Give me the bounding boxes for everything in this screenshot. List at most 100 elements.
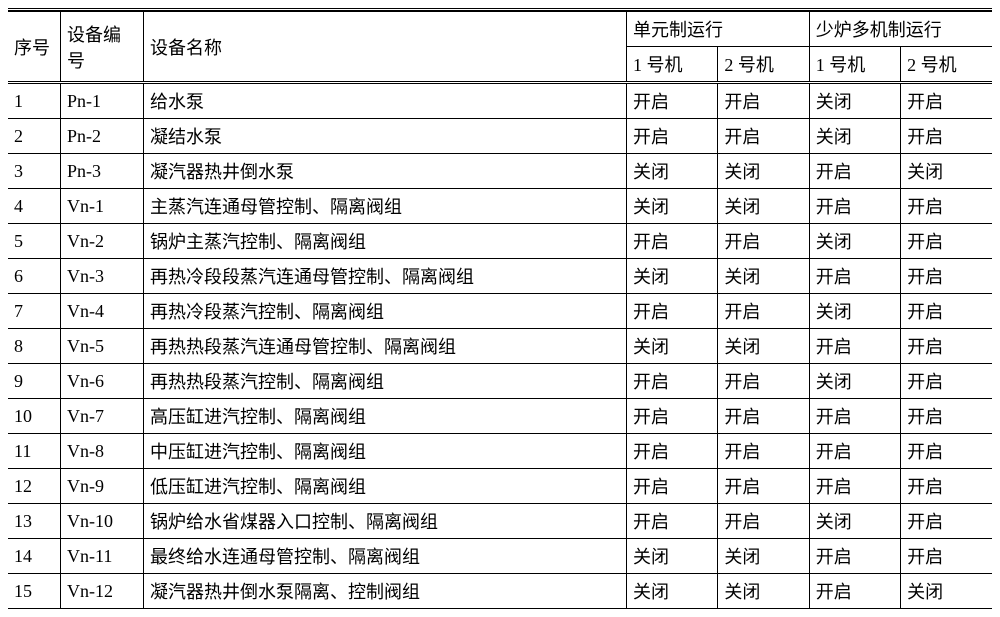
cell-seq: 10 xyxy=(8,399,61,434)
table-row: 15Vn-12凝汽器热井倒水泵隔离、控制阀组关闭关闭开启关闭 xyxy=(8,574,992,609)
cell-multi2: 开启 xyxy=(901,539,992,574)
table-body: 1Pn-1给水泵开启开启关闭开启2Pn-2凝结水泵开启开启关闭开启3Pn-3凝汽… xyxy=(8,83,992,609)
cell-name: 凝汽器热井倒水泵隔离、控制阀组 xyxy=(144,574,627,609)
cell-code: Pn-3 xyxy=(61,154,144,189)
cell-code: Vn-3 xyxy=(61,259,144,294)
cell-name: 锅炉主蒸汽控制、隔离阀组 xyxy=(144,224,627,259)
cell-name: 给水泵 xyxy=(144,83,627,119)
table-row: 11Vn-8中压缸进汽控制、隔离阀组开启开启开启开启 xyxy=(8,434,992,469)
table-header: 序号 设备编号 设备名称 单元制运行 少炉多机制运行 1 号机 2 号机 1 号… xyxy=(8,12,992,83)
header-group-multi: 少炉多机制运行 xyxy=(809,12,992,47)
table-row: 10Vn-7高压缸进汽控制、隔离阀组开启开启开启开启 xyxy=(8,399,992,434)
cell-code: Pn-2 xyxy=(61,119,144,154)
cell-unit2: 开启 xyxy=(718,83,809,119)
cell-seq: 1 xyxy=(8,83,61,119)
cell-name: 锅炉给水省煤器入口控制、隔离阀组 xyxy=(144,504,627,539)
cell-multi2: 开启 xyxy=(901,364,992,399)
cell-multi2: 开启 xyxy=(901,434,992,469)
cell-multi2: 关闭 xyxy=(901,154,992,189)
cell-multi1: 开启 xyxy=(809,189,900,224)
cell-seq: 6 xyxy=(8,259,61,294)
cell-unit2: 开启 xyxy=(718,294,809,329)
cell-code: Vn-8 xyxy=(61,434,144,469)
cell-seq: 11 xyxy=(8,434,61,469)
cell-code: Vn-1 xyxy=(61,189,144,224)
cell-code: Vn-11 xyxy=(61,539,144,574)
cell-unit2: 开启 xyxy=(718,399,809,434)
cell-seq: 5 xyxy=(8,224,61,259)
cell-unit2: 开启 xyxy=(718,434,809,469)
cell-seq: 8 xyxy=(8,329,61,364)
cell-unit2: 关闭 xyxy=(718,574,809,609)
cell-seq: 2 xyxy=(8,119,61,154)
cell-multi1: 开启 xyxy=(809,539,900,574)
header-seq: 序号 xyxy=(8,12,61,83)
cell-multi1: 关闭 xyxy=(809,224,900,259)
cell-unit2: 开启 xyxy=(718,364,809,399)
header-unit2: 2 号机 xyxy=(718,47,809,83)
cell-name: 再热冷段蒸汽控制、隔离阀组 xyxy=(144,294,627,329)
cell-unit1: 关闭 xyxy=(627,189,718,224)
cell-unit1: 开启 xyxy=(627,224,718,259)
cell-unit2: 关闭 xyxy=(718,539,809,574)
cell-multi2: 开启 xyxy=(901,329,992,364)
cell-multi1: 关闭 xyxy=(809,83,900,119)
cell-multi2: 关闭 xyxy=(901,574,992,609)
cell-multi2: 开启 xyxy=(901,119,992,154)
cell-multi1: 开启 xyxy=(809,329,900,364)
cell-code: Pn-1 xyxy=(61,83,144,119)
cell-code: Vn-12 xyxy=(61,574,144,609)
cell-code: Vn-4 xyxy=(61,294,144,329)
cell-name: 再热热段蒸汽控制、隔离阀组 xyxy=(144,364,627,399)
cell-seq: 4 xyxy=(8,189,61,224)
cell-multi2: 开启 xyxy=(901,469,992,504)
table-row: 8Vn-5再热热段蒸汽连通母管控制、隔离阀组关闭关闭开启开启 xyxy=(8,329,992,364)
cell-unit1: 关闭 xyxy=(627,154,718,189)
cell-unit1: 关闭 xyxy=(627,329,718,364)
cell-unit1: 开启 xyxy=(627,364,718,399)
cell-multi2: 开启 xyxy=(901,504,992,539)
cell-seq: 12 xyxy=(8,469,61,504)
cell-unit1: 关闭 xyxy=(627,574,718,609)
cell-name: 凝结水泵 xyxy=(144,119,627,154)
cell-name: 再热热段蒸汽连通母管控制、隔离阀组 xyxy=(144,329,627,364)
table-row: 5Vn-2锅炉主蒸汽控制、隔离阀组开启开启关闭开启 xyxy=(8,224,992,259)
cell-unit2: 关闭 xyxy=(718,329,809,364)
cell-code: Vn-2 xyxy=(61,224,144,259)
cell-name: 主蒸汽连通母管控制、隔离阀组 xyxy=(144,189,627,224)
table-row: 3Pn-3凝汽器热井倒水泵关闭关闭开启关闭 xyxy=(8,154,992,189)
cell-multi1: 开启 xyxy=(809,574,900,609)
cell-multi1: 开启 xyxy=(809,154,900,189)
cell-multi1: 开启 xyxy=(809,399,900,434)
cell-name: 高压缸进汽控制、隔离阀组 xyxy=(144,399,627,434)
cell-unit1: 开启 xyxy=(627,504,718,539)
table-row: 9Vn-6再热热段蒸汽控制、隔离阀组开启开启关闭开启 xyxy=(8,364,992,399)
cell-seq: 13 xyxy=(8,504,61,539)
equipment-state-table: 序号 设备编号 设备名称 单元制运行 少炉多机制运行 1 号机 2 号机 1 号… xyxy=(8,11,992,609)
cell-seq: 7 xyxy=(8,294,61,329)
cell-unit1: 关闭 xyxy=(627,539,718,574)
cell-code: Vn-6 xyxy=(61,364,144,399)
cell-multi1: 关闭 xyxy=(809,294,900,329)
cell-unit1: 开启 xyxy=(627,83,718,119)
cell-unit2: 开启 xyxy=(718,504,809,539)
cell-multi2: 开启 xyxy=(901,294,992,329)
cell-unit1: 开启 xyxy=(627,294,718,329)
cell-unit2: 关闭 xyxy=(718,189,809,224)
cell-code: Vn-7 xyxy=(61,399,144,434)
cell-name: 最终给水连通母管控制、隔离阀组 xyxy=(144,539,627,574)
table-row: 12Vn-9低压缸进汽控制、隔离阀组开启开启开启开启 xyxy=(8,469,992,504)
cell-multi2: 开启 xyxy=(901,224,992,259)
header-multi1: 1 号机 xyxy=(809,47,900,83)
header-unit1: 1 号机 xyxy=(627,47,718,83)
cell-name: 再热冷段段蒸汽连通母管控制、隔离阀组 xyxy=(144,259,627,294)
cell-multi2: 开启 xyxy=(901,259,992,294)
cell-name: 凝汽器热井倒水泵 xyxy=(144,154,627,189)
cell-unit1: 开启 xyxy=(627,469,718,504)
cell-multi1: 关闭 xyxy=(809,119,900,154)
cell-unit2: 关闭 xyxy=(718,154,809,189)
table-row: 14Vn-11最终给水连通母管控制、隔离阀组关闭关闭开启开启 xyxy=(8,539,992,574)
cell-code: Vn-5 xyxy=(61,329,144,364)
cell-name: 低压缸进汽控制、隔离阀组 xyxy=(144,469,627,504)
equipment-state-table-wrapper: 序号 设备编号 设备名称 单元制运行 少炉多机制运行 1 号机 2 号机 1 号… xyxy=(8,8,992,609)
